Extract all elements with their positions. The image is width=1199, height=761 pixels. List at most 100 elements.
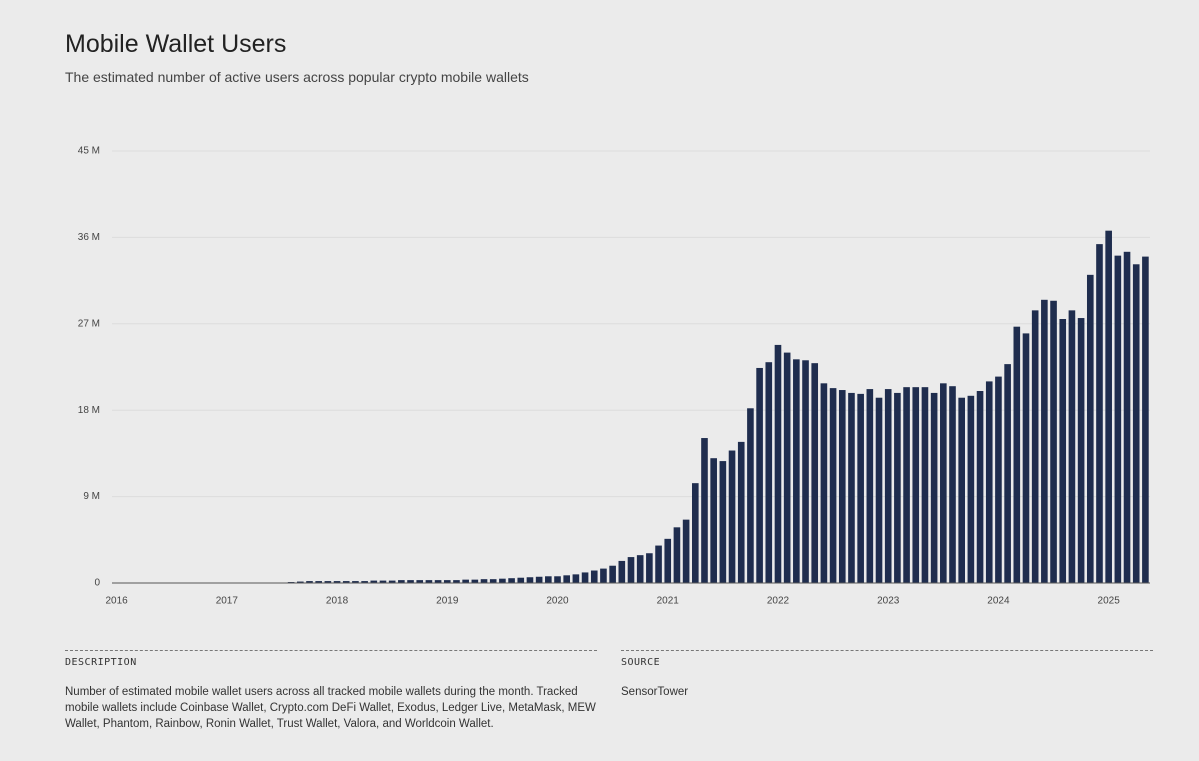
y-tick-label: 36 M [78,232,100,243]
y-tick-label: 9 M [83,491,100,502]
bar [462,579,469,583]
bar [894,392,901,583]
bar [903,387,910,583]
bar [958,397,965,583]
bar [995,376,1002,583]
bar [802,360,809,583]
bar [425,580,433,583]
bar [489,579,497,583]
bar [857,393,864,583]
bar [756,367,763,583]
bar [1004,364,1011,583]
bar [581,572,589,583]
bar [379,580,387,583]
bar [1105,230,1112,583]
bar [985,381,993,583]
bar [352,581,359,583]
bar [324,581,332,583]
bar [664,538,672,583]
x-tick-label: 2025 [1098,596,1121,607]
bar [747,408,754,583]
bar [682,519,690,583]
bar [590,570,598,583]
bar [710,458,717,583]
bar [1077,318,1085,583]
bar [912,387,920,583]
x-tick-label: 2019 [436,596,459,607]
bar [342,581,350,583]
source-heading: SOURCE [621,657,661,668]
bar [618,560,626,583]
chart: 0 9 M 18 M 27 M 36 M 45 M 2016 2017 2018 2019 2020… [78,146,1150,607]
bar [701,438,708,583]
bar [866,389,874,583]
bar [829,388,837,583]
bar [453,580,460,583]
bar [848,392,855,583]
bar [333,581,341,583]
bar [627,557,635,583]
bar [443,580,451,583]
chart-title: Mobile Wallet Users [65,30,287,58]
bar [719,461,727,583]
bar [361,581,368,583]
bar [545,576,552,583]
bar [499,578,506,583]
y-tick-label: 27 M [78,318,100,329]
y-tick-label: 18 M [78,405,100,416]
bar [884,389,892,583]
bar [1114,255,1122,583]
bar [820,383,828,583]
y-tick-label: 0 [94,578,100,589]
bar [793,359,800,583]
bar [838,390,846,583]
bar [517,577,525,583]
bar [600,568,607,583]
bar [398,580,405,583]
description-text: Number of estimated mobile wallet users … [65,686,596,730]
bar [636,555,644,583]
x-tick-label: 2021 [657,596,680,607]
bar [306,581,313,583]
bar [655,545,662,583]
x-tick-label: 2016 [105,596,128,607]
bar [875,397,883,583]
bar [535,576,543,583]
bar [563,575,571,583]
bar [407,580,414,583]
bar [416,580,424,583]
description-heading: DESCRIPTION [65,657,137,668]
bar [554,576,561,583]
bar [646,553,653,583]
bar [297,581,304,583]
y-tick-label: 45 M [78,146,100,157]
x-tick-label: 2023 [877,596,900,607]
bar [949,386,956,583]
x-tick-label: 2018 [326,596,349,607]
bar [1031,310,1039,583]
bar [967,395,975,583]
bar [388,580,396,583]
bar [921,387,929,583]
x-tick-label: 2022 [767,596,790,607]
bar [691,483,699,583]
bar [976,391,984,583]
bar [1096,244,1103,583]
x-tick-label: 2020 [546,596,569,607]
bar [508,578,515,583]
bar [673,527,681,583]
bar [572,574,580,583]
bar [609,565,616,583]
bar [526,577,534,583]
bar [737,441,745,583]
x-tick-label: 2017 [216,596,239,607]
chart-subtitle: The estimated number of active users acr… [65,69,529,85]
bar [811,363,819,583]
bar [480,579,488,583]
bar [765,362,773,583]
bar [1041,299,1048,583]
bar [1142,256,1149,583]
source-text: SensorTower [621,686,689,698]
bar [783,352,791,583]
